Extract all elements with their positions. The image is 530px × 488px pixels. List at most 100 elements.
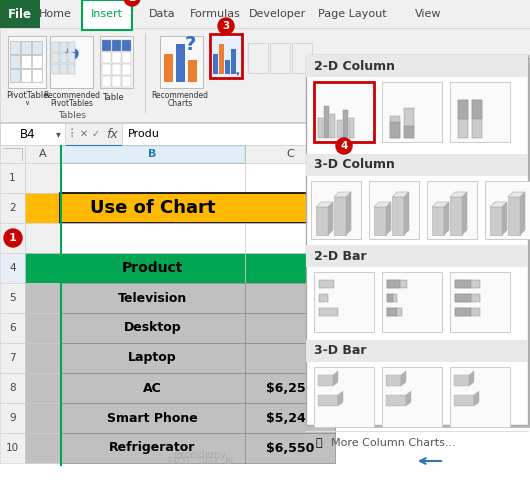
Bar — [102, 40, 111, 51]
Bar — [318, 375, 333, 386]
Text: ▾: ▾ — [56, 129, 60, 139]
Bar — [10, 55, 20, 68]
Text: 6: 6 — [9, 323, 16, 333]
Bar — [314, 272, 374, 332]
Text: 2-D Column: 2-D Column — [314, 60, 395, 73]
Bar — [245, 373, 335, 403]
Text: Data: Data — [149, 9, 175, 19]
Text: 📊: 📊 — [316, 438, 323, 448]
Bar — [292, 43, 312, 73]
Bar — [112, 40, 121, 51]
Bar — [112, 76, 121, 87]
Bar — [0, 373, 25, 403]
Bar — [0, 433, 25, 463]
Text: Table: Table — [102, 94, 124, 102]
Bar — [160, 36, 203, 88]
Polygon shape — [374, 202, 391, 207]
Text: C: C — [286, 149, 294, 159]
Circle shape — [4, 229, 22, 247]
Polygon shape — [502, 202, 507, 235]
Bar — [122, 52, 131, 63]
Text: 2-D Bar: 2-D Bar — [314, 249, 367, 263]
Bar — [324, 106, 329, 138]
Bar — [0, 253, 25, 283]
Polygon shape — [406, 391, 411, 406]
Bar — [316, 207, 328, 235]
Bar — [454, 375, 469, 386]
Bar — [60, 42, 67, 52]
Polygon shape — [338, 391, 343, 406]
Bar — [337, 120, 342, 138]
Bar — [68, 64, 75, 74]
Bar — [0, 0, 530, 28]
Bar — [309, 58, 530, 428]
Bar — [60, 223, 245, 253]
Bar — [245, 283, 335, 313]
Text: fx: fx — [106, 127, 118, 141]
Bar — [68, 42, 75, 52]
Bar — [60, 145, 62, 466]
Text: 3-D Column: 3-D Column — [314, 159, 395, 171]
Bar — [8, 36, 46, 88]
Bar — [343, 110, 348, 138]
Bar — [319, 280, 334, 288]
Bar — [387, 280, 400, 288]
Bar — [270, 43, 290, 73]
Bar — [318, 395, 338, 406]
Polygon shape — [386, 202, 391, 235]
Bar — [472, 100, 482, 138]
Bar — [404, 126, 414, 138]
Bar — [25, 193, 60, 223]
Bar — [387, 294, 397, 302]
Text: B: B — [148, 149, 157, 159]
Bar — [245, 253, 335, 283]
Bar — [25, 343, 60, 373]
Bar — [50, 36, 93, 88]
Bar — [319, 294, 328, 302]
Bar — [60, 53, 67, 63]
Bar — [387, 308, 397, 316]
Text: Developer: Developer — [249, 9, 306, 19]
Bar — [0, 163, 25, 193]
Text: Formulas: Formulas — [190, 9, 241, 19]
Bar — [60, 253, 245, 283]
Text: Tables: Tables — [58, 110, 86, 120]
Text: 2: 2 — [128, 0, 136, 3]
Text: ✓: ✓ — [92, 129, 100, 139]
Bar — [25, 313, 60, 343]
Text: Smart Phone: Smart Phone — [107, 411, 198, 425]
Polygon shape — [520, 192, 525, 235]
Bar — [0, 313, 25, 343]
Bar — [122, 123, 306, 145]
Text: 8: 8 — [9, 383, 16, 393]
Bar — [390, 122, 400, 138]
Bar — [455, 280, 471, 288]
Bar — [60, 343, 245, 373]
Bar — [32, 69, 42, 82]
Text: Recommended: Recommended — [43, 92, 101, 101]
Bar — [455, 308, 471, 316]
Bar — [0, 193, 25, 223]
Circle shape — [336, 138, 352, 154]
Bar — [225, 60, 230, 74]
Bar — [112, 52, 121, 63]
Bar — [176, 44, 185, 82]
Bar — [245, 145, 335, 163]
Text: 1: 1 — [9, 233, 17, 243]
Polygon shape — [474, 391, 479, 406]
Bar — [122, 40, 131, 51]
Bar — [245, 343, 335, 373]
Bar — [10, 69, 20, 82]
Bar — [25, 223, 60, 253]
Polygon shape — [316, 202, 333, 207]
Text: More Column Charts...: More Column Charts... — [331, 438, 456, 448]
Polygon shape — [328, 202, 333, 235]
Text: $6,550: $6,550 — [266, 442, 314, 454]
Polygon shape — [444, 202, 449, 235]
Bar — [0, 223, 25, 253]
Text: File: File — [8, 7, 32, 20]
Bar — [455, 308, 480, 316]
Polygon shape — [469, 371, 474, 386]
Text: 5: 5 — [9, 293, 16, 303]
Bar — [455, 294, 471, 302]
